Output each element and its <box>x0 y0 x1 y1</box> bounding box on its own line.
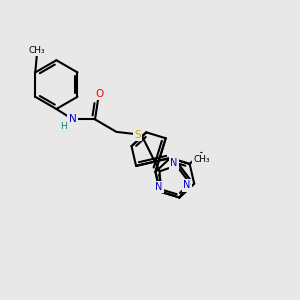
Text: N: N <box>155 182 163 192</box>
Text: H: H <box>60 122 67 131</box>
Text: N: N <box>183 180 190 190</box>
Text: O: O <box>95 88 104 98</box>
Text: CH₃: CH₃ <box>28 46 45 55</box>
Text: N: N <box>170 158 178 168</box>
Text: N: N <box>69 114 76 124</box>
Text: CH₃: CH₃ <box>193 155 210 164</box>
Text: S: S <box>134 130 141 140</box>
